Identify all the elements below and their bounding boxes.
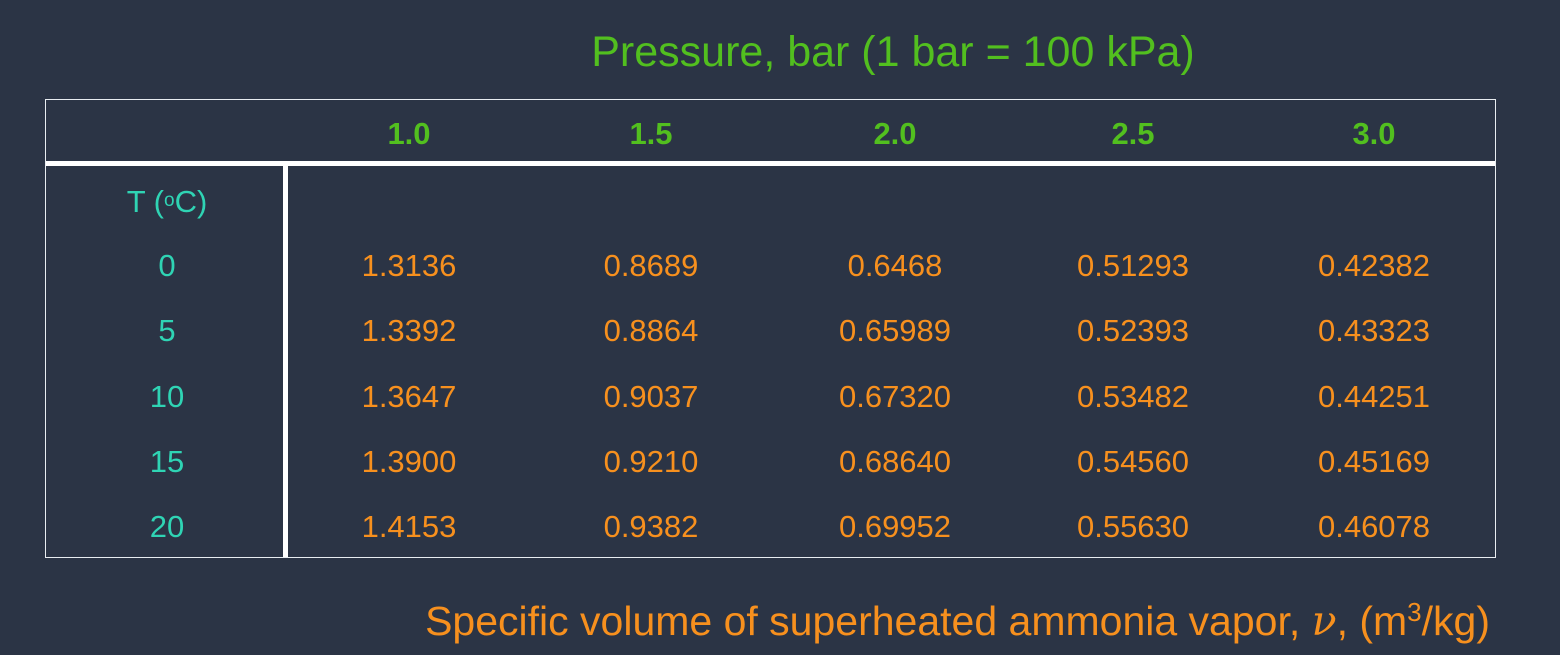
- specific-volume-cell: 0.9210: [603, 444, 699, 479]
- specific-volume-cell: 0.52393: [1076, 313, 1190, 348]
- specific-volume-cell: 0.69952: [838, 509, 952, 544]
- specific-volume-cell: 1.3136: [361, 248, 457, 283]
- specific-volume-cell: 0.51293: [1076, 248, 1190, 283]
- table-title: Pressure, bar (1 bar = 100 kPa): [591, 28, 1195, 76]
- specific-volume-cell: 1.3647: [361, 379, 457, 414]
- specific-volume-cell: 0.6468: [847, 248, 943, 283]
- temperature-header-prefix: T (: [126, 184, 164, 219]
- table-caption: Specific volume of superheated ammonia v…: [425, 586, 1490, 647]
- degree-symbol: o: [164, 190, 175, 211]
- caption-unit-exponent: 3: [1407, 597, 1422, 627]
- column-divider: [283, 166, 288, 557]
- specific-volume-cell: 1.3392: [361, 313, 457, 348]
- pressure-header-1: 1.0: [387, 116, 431, 151]
- caption-unit-open: , (m: [1336, 598, 1408, 644]
- temperature-cell: 0: [158, 248, 176, 283]
- specific-volume-cell: 0.8864: [603, 313, 699, 348]
- temperature-cell: 5: [158, 313, 176, 348]
- specific-volume-cell: 0.9037: [603, 379, 699, 414]
- specific-volume-cell: 0.65989: [838, 313, 952, 348]
- specific-volume-cell: 0.43323: [1317, 313, 1431, 348]
- temperature-header-suffix: C): [174, 184, 208, 219]
- specific-volume-cell: 0.54560: [1076, 444, 1190, 479]
- specific-volume-symbol: ν: [1311, 597, 1337, 645]
- specific-volume-cell: 0.67320: [838, 379, 952, 414]
- caption-text: Specific volume of superheated ammonia v…: [425, 598, 1301, 644]
- specific-volume-cell: 0.44251: [1317, 379, 1431, 414]
- temperature-cell: 20: [149, 509, 185, 544]
- caption-unit-close: /kg): [1421, 598, 1490, 644]
- pressure-header-5: 3.0: [1352, 116, 1396, 151]
- header-divider: [46, 161, 1495, 166]
- specific-volume-cell: 0.9382: [603, 509, 699, 544]
- data-table: T (oC) 1.0 1.5 2.0 2.5 3.0 0 1.3136 0.8689 0.646…: [45, 99, 1496, 558]
- specific-volume-cell: 1.4153: [361, 509, 457, 544]
- pressure-header-2: 1.5: [629, 116, 673, 151]
- specific-volume-cell: 0.53482: [1076, 379, 1190, 414]
- specific-volume-cell: 0.55630: [1076, 509, 1190, 544]
- specific-volume-cell: 1.3900: [361, 444, 457, 479]
- specific-volume-cell: 0.42382: [1317, 248, 1431, 283]
- specific-volume-cell: 0.45169: [1317, 444, 1431, 479]
- pressure-header-3: 2.0: [873, 116, 917, 151]
- temperature-column-header: T (oC): [67, 181, 267, 221]
- pressure-header-4: 2.5: [1111, 116, 1155, 151]
- temperature-cell: 10: [149, 379, 185, 414]
- specific-volume-cell: 0.68640: [838, 444, 952, 479]
- specific-volume-cell: 0.46078: [1317, 509, 1431, 544]
- temperature-cell: 15: [149, 444, 185, 479]
- specific-volume-cell: 0.8689: [603, 248, 699, 283]
